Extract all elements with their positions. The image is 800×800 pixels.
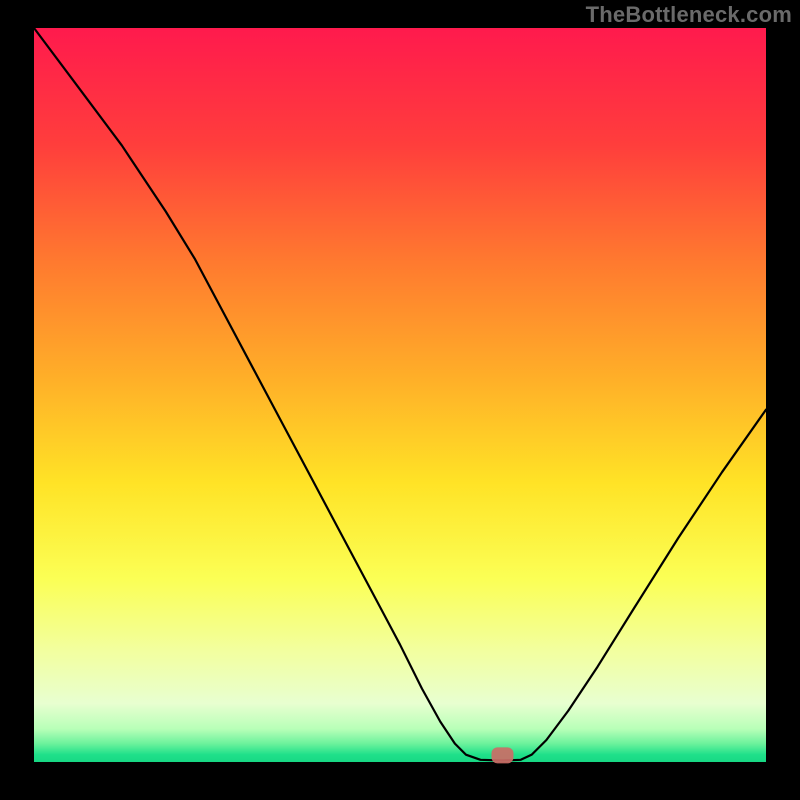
chart-container: TheBottleneck.com	[0, 0, 800, 800]
watermark-text: TheBottleneck.com	[586, 2, 792, 28]
plot-area	[34, 28, 766, 762]
bottleneck-chart	[0, 0, 800, 800]
optimum-marker	[491, 747, 513, 763]
